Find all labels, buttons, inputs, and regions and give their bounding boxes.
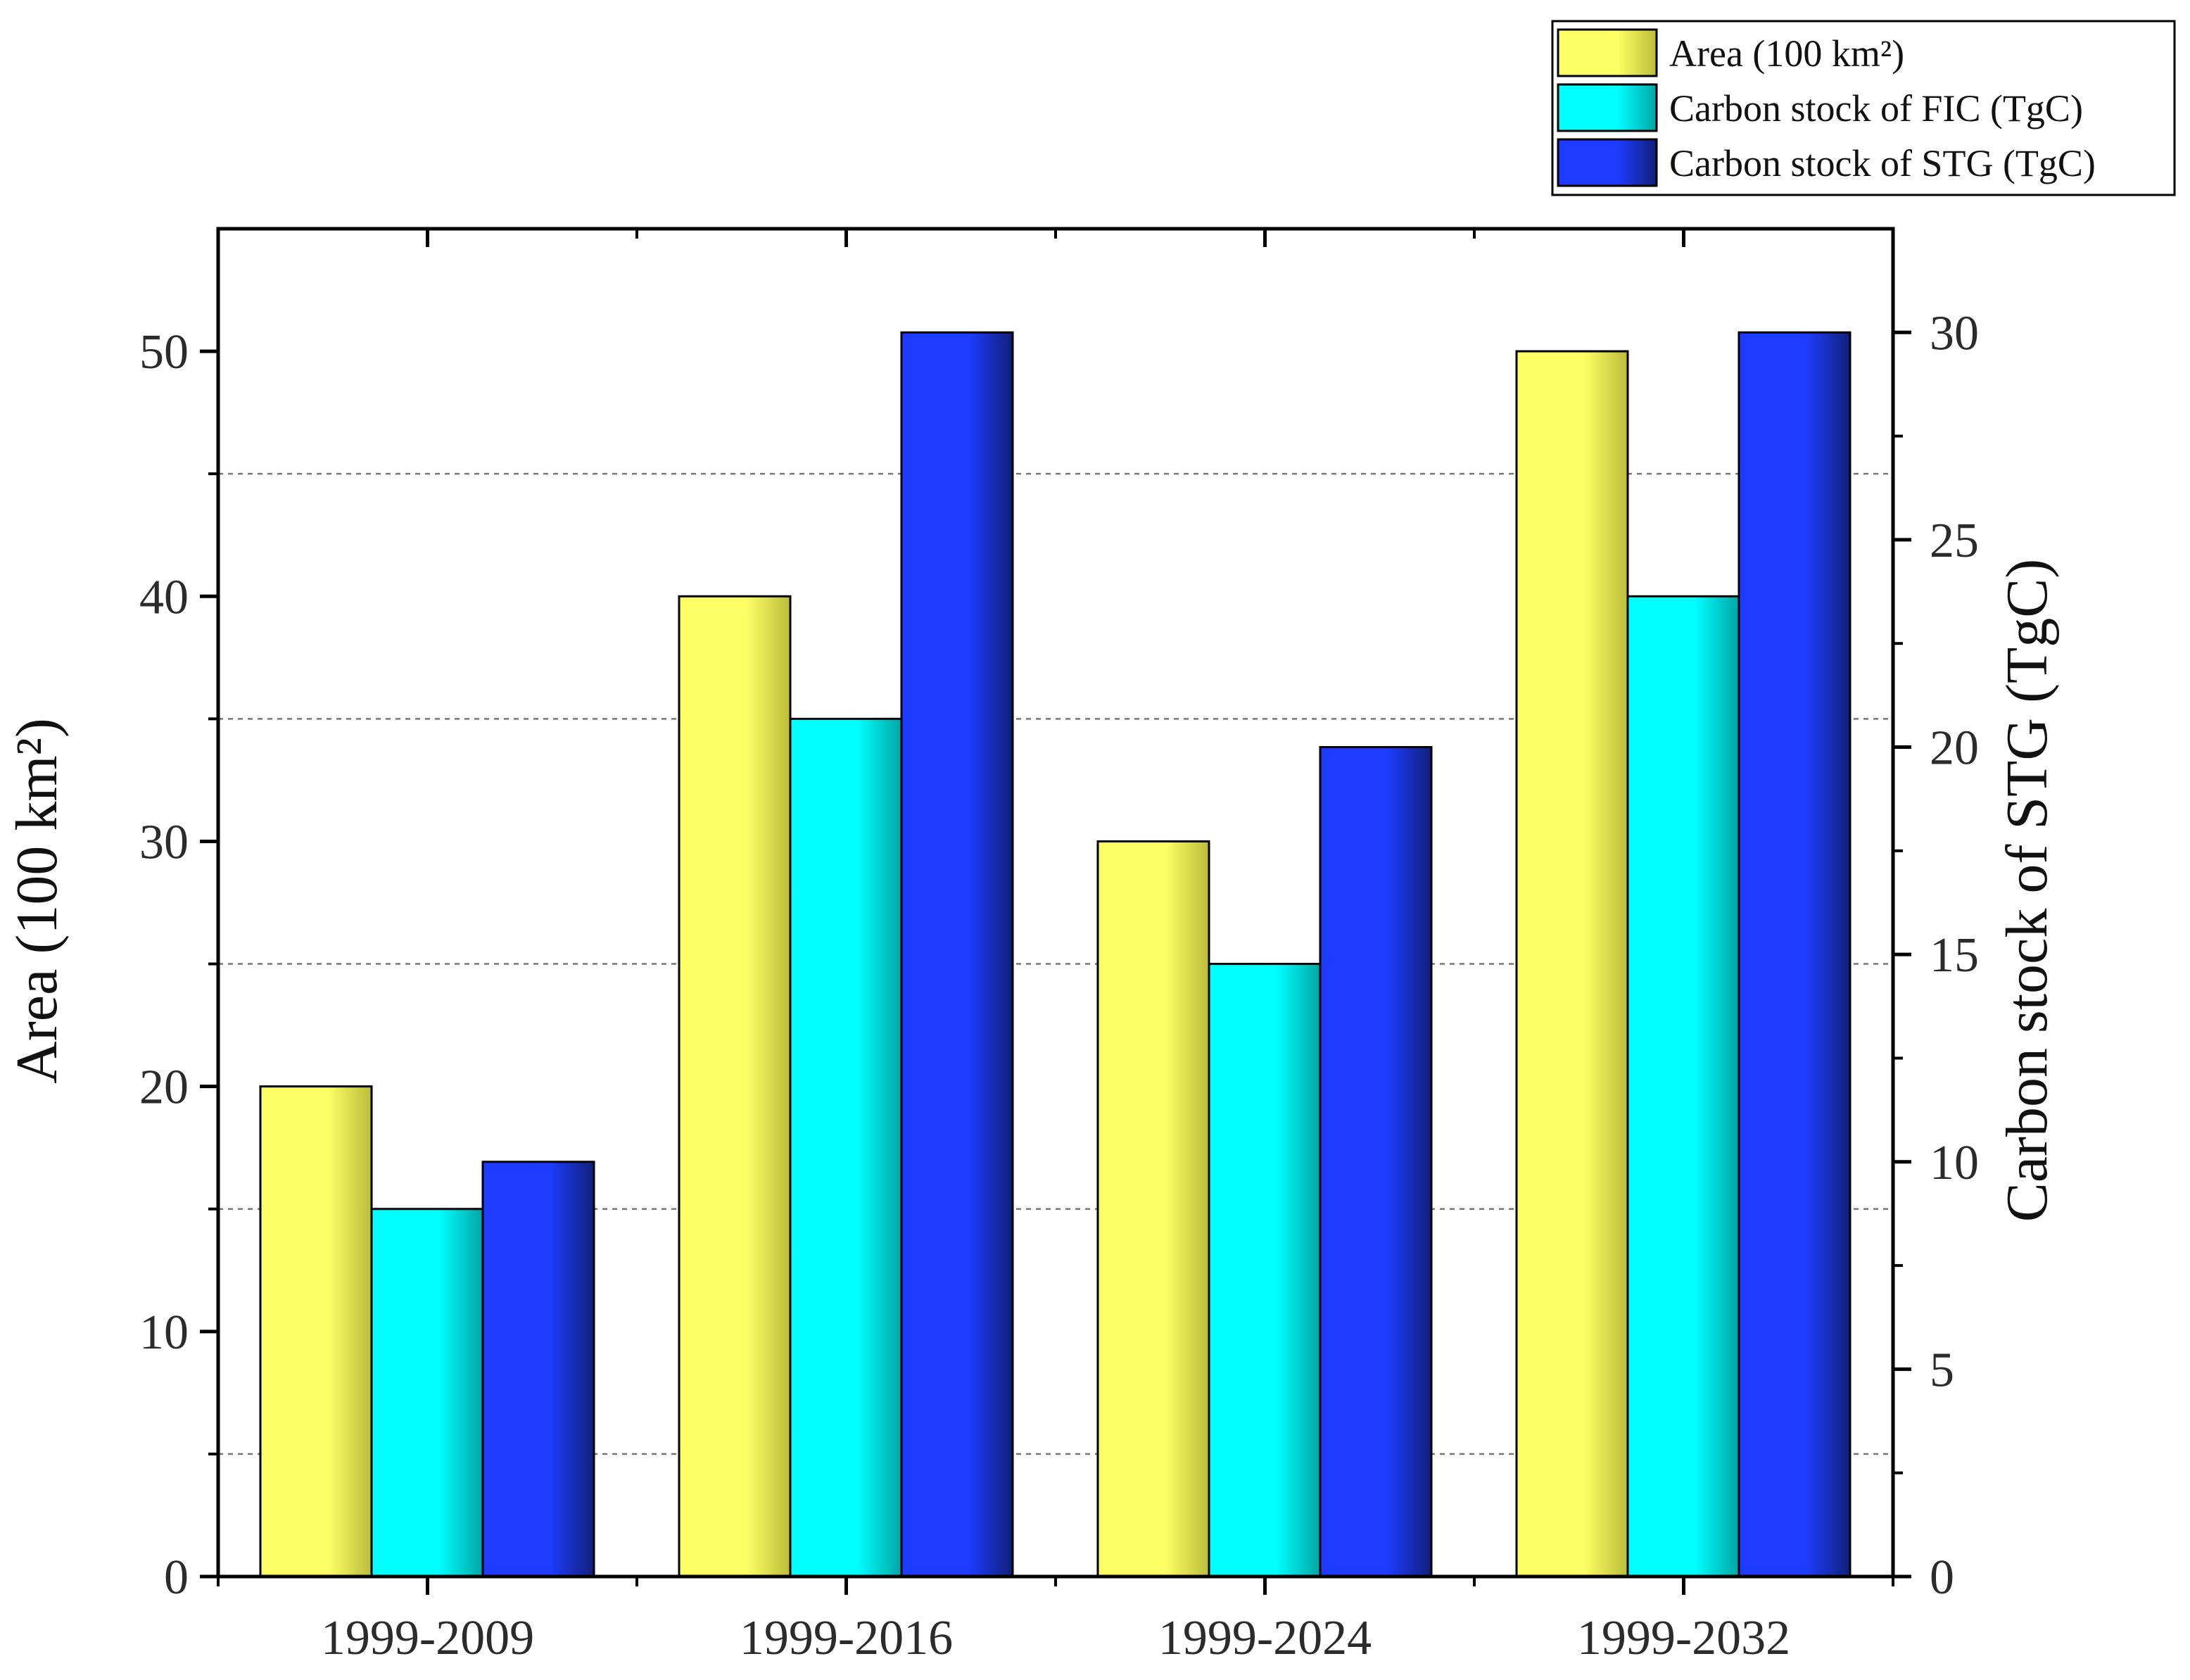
y-tick-label: 10 bbox=[139, 1306, 189, 1360]
y2-tick-label: 15 bbox=[1930, 928, 1979, 983]
y-tick-label: 20 bbox=[139, 1061, 189, 1115]
legend-label-1: Area (100 km²) bbox=[1669, 32, 1904, 75]
bar-1999-2032-series-3 bbox=[1738, 331, 1852, 1578]
bar-1999-2009-series-2 bbox=[370, 1208, 484, 1578]
tick-labels: 0 10 20 30 40 50 0 5 10 15 20 25 30 1999-2009 1999-201… bbox=[139, 306, 1979, 1665]
bar-1999-2009-series-1 bbox=[259, 1085, 373, 1578]
legend-label-2: Carbon stock of FIC (TgC) bbox=[1669, 87, 2083, 130]
x-tick-label: 1999-2016 bbox=[740, 1611, 953, 1665]
legend: Area (100 km²) Carbon stock of FIC (TgC) C… bbox=[1551, 20, 2176, 196]
legend-label-3: Carbon stock of STG (TgC) bbox=[1669, 142, 2096, 184]
y2-tick-label: 10 bbox=[1930, 1136, 1979, 1190]
bar-1999-2032-series-1 bbox=[1515, 350, 1629, 1578]
y2-tick-label: 20 bbox=[1930, 721, 1979, 776]
y-axis-title: Area (100 km²) bbox=[4, 718, 70, 1084]
bar-1999-2016-series-3 bbox=[900, 331, 1014, 1578]
x-tick-label: 1999-2032 bbox=[1577, 1611, 1790, 1665]
y2-tick-label: 25 bbox=[1930, 514, 1979, 568]
bar-1999-2009-series-3 bbox=[481, 1161, 595, 1578]
legend-swatch-1 bbox=[1557, 28, 1658, 77]
y-tick-label: 40 bbox=[139, 570, 189, 624]
bar-1999-2024-series-2 bbox=[1208, 963, 1322, 1578]
legend-swatch-3 bbox=[1557, 138, 1658, 187]
y2-tick-label: 30 bbox=[1930, 306, 1979, 360]
y-tick-label: 50 bbox=[139, 325, 189, 379]
x-tick-label: 1999-2024 bbox=[1158, 1611, 1372, 1665]
bar-1999-2032-series-2 bbox=[1626, 595, 1740, 1578]
bar-1999-2024-series-1 bbox=[1096, 840, 1210, 1578]
axes bbox=[200, 227, 1911, 1595]
y-tick-label: 30 bbox=[139, 815, 189, 869]
bar-1999-2016-series-1 bbox=[678, 595, 792, 1578]
x-tick-label: 1999-2009 bbox=[321, 1611, 534, 1665]
bars bbox=[259, 331, 1852, 1578]
bar-1999-2016-series-2 bbox=[789, 717, 903, 1578]
y-tick-label: 0 bbox=[164, 1550, 189, 1605]
y2-axis-title: Carbon stock of STG (TgC) bbox=[1994, 559, 2060, 1223]
y2-tick-label: 0 bbox=[1930, 1550, 1954, 1605]
legend-swatch-2 bbox=[1557, 83, 1658, 132]
y2-tick-label: 5 bbox=[1930, 1343, 1954, 1397]
bar-1999-2024-series-3 bbox=[1319, 746, 1433, 1578]
